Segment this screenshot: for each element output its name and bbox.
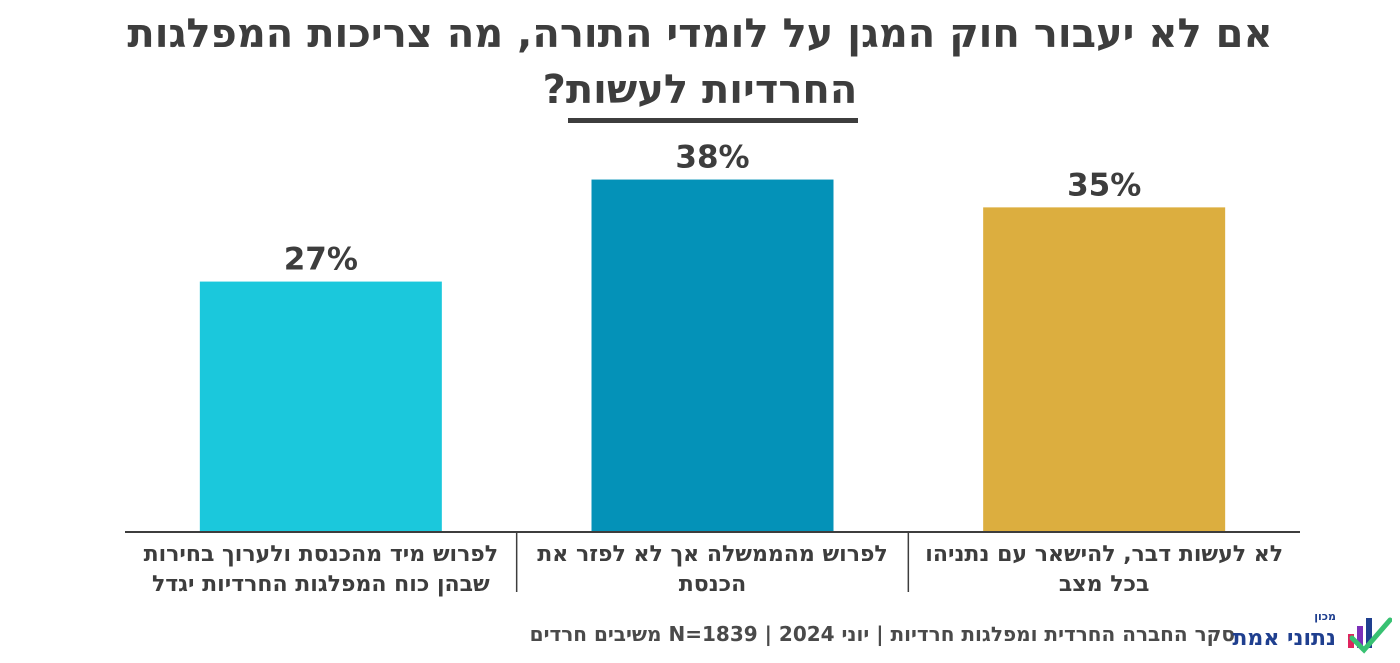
value-label-3: 27% [284, 242, 358, 278]
logo: מכון נתוני אמת [1232, 608, 1396, 658]
value-label-1: 35% [1067, 167, 1141, 203]
bar-1 [983, 207, 1226, 532]
title-underline [568, 118, 858, 123]
bar-chart-check-icon [1348, 617, 1392, 654]
chart-title-line-2: החרדיות לעשות? [542, 67, 858, 113]
logo-text: נתוני אמת [1232, 626, 1336, 651]
bar-2 [591, 179, 834, 533]
chart-title-line-1: אם לא יעבור חוק המגן על לומדי התורה, מה … [127, 11, 1273, 57]
category-label-3: לפרוש מיד מהכנסת ולערוך בחירות שבהן כוח ה… [144, 542, 499, 597]
chart-title: אם לא יעבור חוק המגן על לומדי התורה, מה … [60, 6, 1340, 118]
bar-3 [199, 281, 442, 532]
category-label-2: לפרוש מהממשלה אך לא לפזר את הכנסת [537, 542, 887, 597]
category-label-1: לא לעשות דבר, להישאר עם נתניהו בכל מצב [925, 542, 1283, 597]
value-label-2: 38% [675, 140, 749, 176]
logo-small-text: מכון [1314, 610, 1336, 623]
survey-footnote: סקר החברה החרדית ומפלגות חרדיות | יוני 2… [529, 622, 1235, 646]
